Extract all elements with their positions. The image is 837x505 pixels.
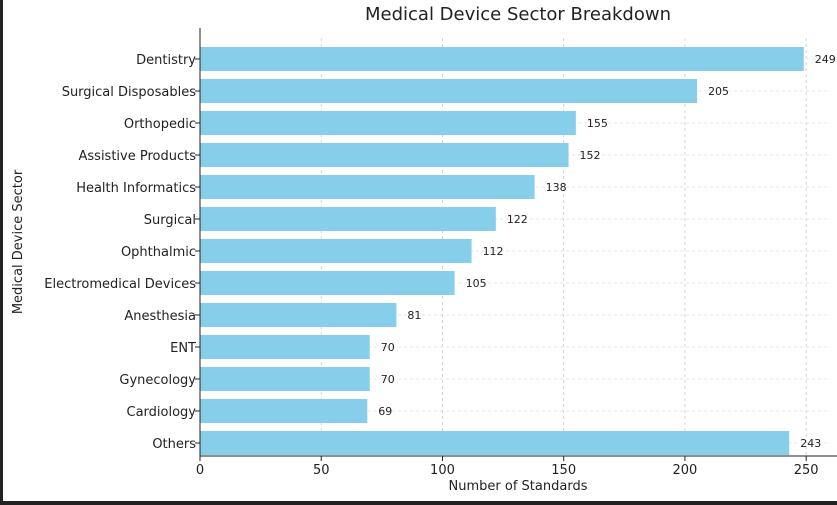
data-label: 70 — [381, 373, 395, 386]
y-tick-label: Assistive Products — [79, 149, 197, 164]
y-tick-label: Orthopedic — [124, 117, 196, 132]
bar — [200, 175, 535, 199]
bar — [200, 239, 472, 263]
axes-layer — [195, 28, 837, 461]
y-tick-label: Surgical — [144, 213, 196, 228]
data-label: 205 — [708, 85, 729, 98]
x-tick-label: 150 — [551, 463, 576, 478]
bar — [200, 303, 397, 327]
data-label: 243 — [800, 437, 821, 450]
data-label: 70 — [381, 341, 395, 354]
bar — [200, 143, 569, 167]
data-label: 112 — [483, 245, 504, 258]
y-tick-label: Surgical Disposables — [62, 85, 197, 100]
y-tick-label: ENT — [170, 341, 196, 356]
y-tick-label: Ophthalmic — [121, 245, 196, 260]
bar — [200, 271, 455, 295]
data-label: 155 — [587, 117, 608, 130]
bars-layer — [200, 47, 804, 455]
y-tick-label: Health Informatics — [76, 181, 196, 196]
bar — [200, 47, 804, 71]
x-tick-label: 100 — [430, 463, 455, 478]
x-tick-label: 50 — [313, 463, 330, 478]
data-label: 152 — [580, 149, 601, 162]
bar — [200, 431, 790, 455]
x-tick-label: 250 — [794, 463, 819, 478]
labels-layer: 0 50 100 150 200 250 Dentistry 249 Surgical Disp… — [44, 53, 835, 478]
y-tick-label: Gynecology — [119, 373, 196, 388]
x-tick-label: 0 — [196, 463, 204, 478]
y-tick-label: Dentistry — [136, 53, 196, 68]
x-tick-label: 200 — [673, 463, 698, 478]
data-label: 81 — [407, 309, 421, 322]
bar — [200, 207, 496, 231]
chart-title: Medical Device Sector Breakdown — [365, 4, 671, 25]
bar — [200, 79, 698, 103]
bar — [200, 399, 368, 423]
data-label: 122 — [507, 213, 528, 226]
bar — [200, 335, 370, 359]
data-label: 69 — [378, 405, 392, 418]
data-label: 249 — [815, 53, 836, 66]
bar — [200, 111, 576, 135]
y-tick-label: Others — [152, 437, 196, 452]
y-tick-label: Cardiology — [127, 405, 197, 420]
y-tick-label: Electromedical Devices — [44, 277, 196, 292]
bar — [200, 367, 370, 391]
data-label: 105 — [466, 277, 487, 290]
y-axis-label: Medical Device Sector — [11, 169, 26, 314]
y-tick-label: Anesthesia — [124, 309, 196, 324]
x-axis-label: Number of Standards — [449, 479, 588, 494]
data-label: 138 — [546, 181, 567, 194]
